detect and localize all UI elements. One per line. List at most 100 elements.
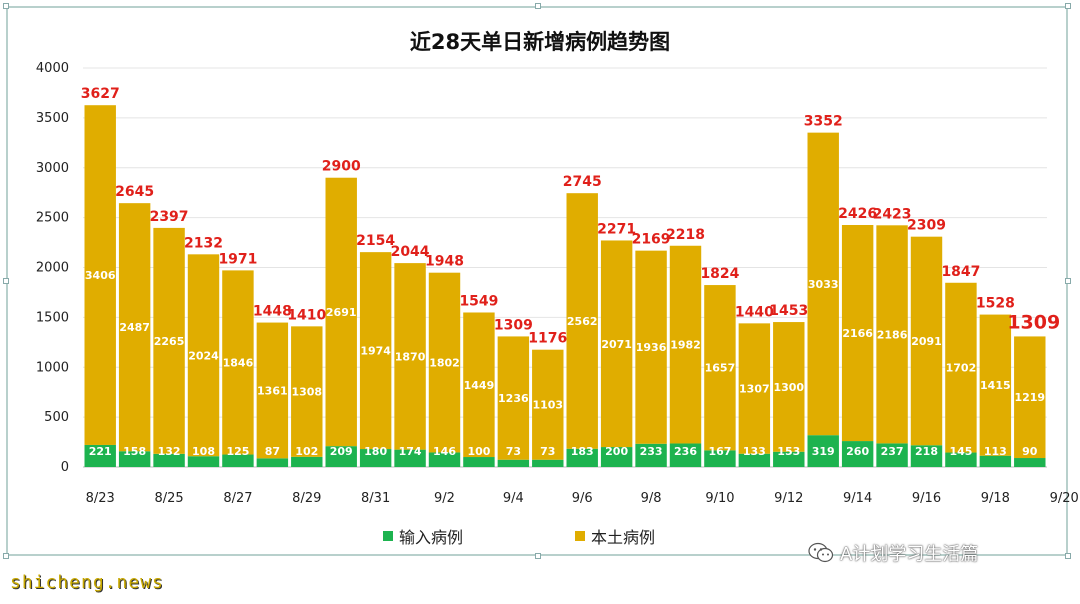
- bar-imported: [600, 447, 633, 467]
- legend-label-local: 本土病例: [591, 528, 656, 547]
- bar-local: [876, 225, 908, 444]
- bar-imported: [910, 445, 943, 467]
- bar-imported: [463, 457, 495, 467]
- data-label-imported: 183: [571, 445, 594, 458]
- resize-handle-bottom-right[interactable]: [1065, 553, 1071, 559]
- bar-local: [1014, 336, 1046, 459]
- data-label-local: 2562: [567, 315, 598, 328]
- legend-label-imported: 输入病例: [399, 528, 464, 547]
- bar-imported: [394, 449, 426, 467]
- y-tick-label: 2000: [36, 261, 69, 276]
- data-label-local: 2487: [119, 321, 150, 334]
- x-tick-label: 9/4: [503, 491, 524, 506]
- data-label-imported: 146: [433, 445, 456, 458]
- bar-imported: [635, 443, 667, 467]
- bar-imported: [428, 452, 461, 467]
- data-label-local: 1657: [705, 362, 736, 375]
- data-label-local: 1300: [773, 381, 804, 394]
- bar-local: [359, 252, 392, 450]
- bar-local: [635, 250, 667, 444]
- y-tick-label: 3500: [36, 111, 69, 126]
- bar-local: [394, 263, 426, 450]
- x-tick-label: 9/8: [641, 491, 662, 506]
- data-label-total: 2154: [356, 233, 395, 249]
- bar-local: [979, 314, 1012, 456]
- data-label-total: 1448: [253, 304, 292, 320]
- bar-imported: [84, 444, 116, 467]
- x-tick-label: 8/31: [361, 491, 390, 506]
- data-label-local: 1236: [498, 392, 529, 405]
- data-label-imported: 237: [881, 445, 904, 458]
- bar-imported: [118, 451, 151, 467]
- x-tick-label: 9/20: [1050, 491, 1079, 506]
- data-label-local: 1974: [360, 345, 391, 358]
- bar-imported: [773, 451, 805, 467]
- legend-swatch-imported: [383, 531, 393, 541]
- bar-imported: [945, 452, 977, 467]
- data-label-total: 1528: [976, 296, 1015, 312]
- bar-local: [463, 312, 495, 458]
- resize-handle-left[interactable]: [3, 278, 9, 284]
- resize-handle-top-left[interactable]: [3, 3, 9, 9]
- data-label-total: 1440: [735, 304, 774, 320]
- bar-imported: [325, 446, 357, 467]
- bar-local: [669, 245, 702, 444]
- bar-local: [773, 322, 805, 452]
- data-label-total: 2426: [838, 206, 877, 222]
- bar-local: [291, 326, 323, 457]
- data-label-imported: 108: [192, 445, 215, 458]
- data-label-local: 2265: [154, 335, 185, 348]
- y-tick-label: 3000: [36, 161, 69, 176]
- data-label-imported: 260: [846, 445, 869, 458]
- watermark: A计划学习生活篇: [808, 540, 978, 566]
- x-tick-label: 8/25: [154, 491, 183, 506]
- data-label-total: 1176: [528, 331, 567, 347]
- data-label-imported: 218: [915, 445, 938, 458]
- data-label-local: 3033: [808, 278, 839, 291]
- data-label-local: 2071: [601, 338, 632, 351]
- data-label-total: 1847: [941, 264, 980, 280]
- data-label-imported: 133: [743, 445, 766, 458]
- bar-imported: [256, 458, 289, 467]
- data-label-imported: 319: [812, 445, 835, 458]
- data-label-local: 2091: [911, 335, 942, 348]
- bar-local: [325, 177, 357, 447]
- data-label-imported: 233: [640, 445, 663, 458]
- data-label-local: 1219: [1014, 391, 1045, 404]
- data-label-total: 1948: [425, 254, 464, 270]
- legend-swatch-local: [575, 531, 586, 541]
- data-label-imported: 158: [123, 445, 146, 458]
- watermark-text: A计划学习生活篇: [840, 544, 979, 565]
- resize-handle-right[interactable]: [1065, 278, 1071, 284]
- source-stamp: shicheng.news: [10, 572, 164, 593]
- bar-local: [910, 236, 943, 446]
- data-label-imported: 73: [540, 445, 555, 458]
- data-label-local: 2166: [842, 327, 873, 340]
- legend-item-local: 本土病例: [575, 524, 655, 548]
- bar-imported: [566, 448, 598, 467]
- resize-handle-top-right[interactable]: [1065, 3, 1071, 9]
- bar-local: [738, 323, 771, 454]
- resize-handle-top[interactable]: [535, 3, 541, 9]
- data-label-total: 1824: [700, 266, 739, 282]
- bar-local: [222, 270, 254, 455]
- bar-imported: [841, 441, 874, 467]
- data-label-total: 2900: [322, 159, 361, 175]
- data-label-imported: 125: [226, 445, 249, 458]
- data-label-local: 1361: [257, 384, 288, 397]
- data-label-total: 2309: [907, 218, 946, 234]
- resize-handle-bottom[interactable]: [535, 553, 541, 559]
- resize-handle-bottom-left[interactable]: [3, 553, 9, 559]
- data-label-imported: 87: [265, 445, 280, 458]
- data-label-local: 1870: [395, 350, 426, 363]
- data-label-imported: 145: [949, 445, 972, 458]
- y-tick-label: 1000: [36, 360, 69, 375]
- bar-imported: [876, 443, 908, 467]
- data-label-imported: 236: [674, 445, 697, 458]
- x-tick-label: 8/29: [292, 491, 321, 506]
- bar-imported: [291, 456, 323, 467]
- bar-imported: [704, 450, 736, 467]
- data-label-local: 1936: [636, 341, 667, 354]
- data-label-local: 1846: [223, 356, 254, 369]
